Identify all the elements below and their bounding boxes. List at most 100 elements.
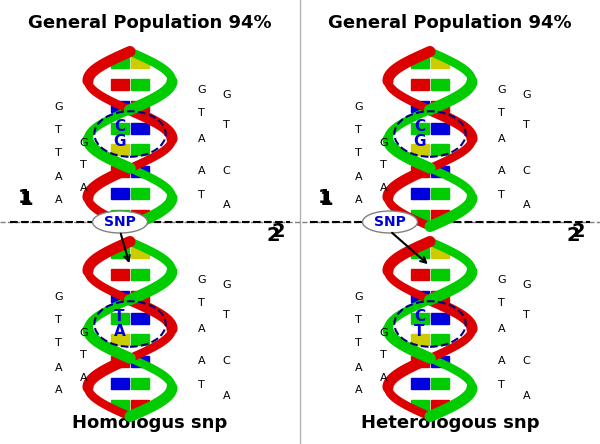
Text: C: C: [223, 356, 230, 365]
Bar: [431, 210, 449, 221]
Text: C: C: [523, 356, 530, 365]
Text: G: G: [354, 103, 363, 112]
Text: G: G: [222, 90, 231, 100]
Text: T: T: [523, 310, 530, 320]
Bar: [431, 123, 449, 134]
Text: 2: 2: [271, 222, 285, 241]
Text: T: T: [55, 338, 62, 348]
Text: 2: 2: [566, 226, 580, 245]
Bar: [111, 269, 129, 280]
Bar: [431, 313, 449, 324]
Text: A: A: [55, 385, 62, 395]
Bar: [411, 57, 429, 68]
Bar: [131, 123, 149, 134]
Bar: [131, 247, 149, 258]
Text: 1: 1: [20, 190, 34, 209]
Bar: [111, 378, 129, 389]
Text: SNP: SNP: [104, 215, 136, 229]
Text: 1: 1: [320, 190, 334, 209]
Bar: [411, 188, 429, 199]
Text: T: T: [355, 315, 362, 325]
Text: T: T: [523, 120, 530, 130]
Bar: [131, 79, 149, 90]
Bar: [431, 57, 449, 68]
Bar: [131, 357, 149, 367]
Text: A: A: [80, 183, 88, 193]
Bar: [431, 269, 449, 280]
Text: A: A: [355, 385, 362, 395]
Text: A: A: [55, 362, 62, 373]
Text: T: T: [198, 190, 205, 200]
Bar: [111, 247, 129, 258]
Text: G: G: [197, 275, 206, 285]
Text: A: A: [80, 373, 88, 383]
Bar: [411, 166, 429, 177]
Text: A: A: [355, 173, 362, 182]
Bar: [411, 313, 429, 324]
Bar: [431, 79, 449, 90]
Text: Homologus snp: Homologus snp: [73, 414, 227, 432]
Text: G: G: [54, 103, 63, 112]
Bar: [111, 123, 129, 134]
Bar: [131, 188, 149, 199]
Text: A: A: [380, 373, 388, 383]
Bar: [431, 378, 449, 389]
Text: G: G: [113, 135, 126, 150]
Text: T: T: [380, 350, 387, 360]
Bar: [131, 57, 149, 68]
Bar: [411, 247, 429, 258]
Bar: [131, 400, 149, 411]
Text: A: A: [197, 134, 205, 144]
Bar: [431, 291, 449, 301]
Bar: [411, 123, 429, 134]
Text: C: C: [414, 309, 425, 324]
Bar: [431, 357, 449, 367]
Bar: [411, 400, 429, 411]
Text: T: T: [498, 380, 505, 390]
Bar: [131, 101, 149, 112]
Text: T: T: [55, 315, 62, 325]
Bar: [131, 210, 149, 221]
Bar: [111, 400, 129, 411]
Text: 1: 1: [18, 188, 32, 207]
Bar: [431, 144, 449, 155]
Bar: [131, 334, 149, 345]
Text: T: T: [114, 309, 125, 324]
Text: SNP: SNP: [374, 215, 406, 229]
Bar: [131, 291, 149, 301]
Bar: [131, 144, 149, 155]
Bar: [431, 247, 449, 258]
Text: T: T: [355, 338, 362, 348]
Text: G: G: [54, 293, 63, 302]
Bar: [131, 166, 149, 177]
Text: C: C: [114, 119, 125, 134]
Bar: [111, 334, 129, 345]
Text: Heterologous snp: Heterologous snp: [361, 414, 539, 432]
Bar: [411, 210, 429, 221]
Bar: [131, 269, 149, 280]
Text: A: A: [497, 356, 505, 365]
Bar: [431, 188, 449, 199]
Text: T: T: [355, 148, 362, 158]
Text: G: G: [522, 280, 531, 290]
Text: T: T: [198, 380, 205, 390]
Bar: [111, 188, 129, 199]
Ellipse shape: [92, 211, 148, 233]
Text: G: G: [413, 135, 426, 150]
Text: C: C: [414, 119, 425, 134]
Text: G: G: [79, 138, 88, 147]
Ellipse shape: [362, 211, 418, 233]
Bar: [411, 357, 429, 367]
Text: A: A: [497, 166, 505, 175]
Text: A: A: [223, 391, 230, 400]
Text: T: T: [55, 125, 62, 135]
Text: T: T: [198, 108, 205, 118]
Text: T: T: [498, 298, 505, 308]
Text: T: T: [223, 120, 230, 130]
Text: C: C: [523, 166, 530, 175]
Text: T: T: [80, 160, 87, 170]
Text: A: A: [355, 362, 362, 373]
Text: A: A: [497, 324, 505, 334]
Bar: [111, 101, 129, 112]
Bar: [111, 57, 129, 68]
